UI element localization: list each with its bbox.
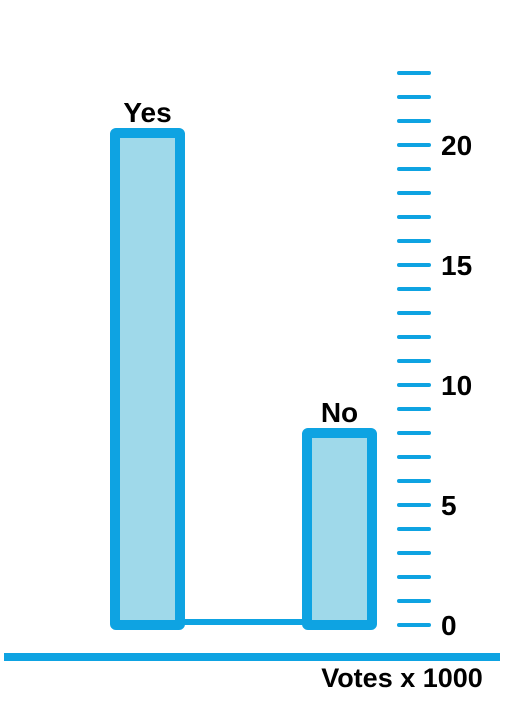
bar-yes (110, 128, 185, 630)
y-axis-ticks: 0 5 10 15 20 (397, 71, 472, 641)
y-tick-label: 10 (441, 370, 472, 401)
bar-label-no: No (321, 397, 358, 428)
bar-baseline (115, 619, 372, 625)
x-axis-label: Votes x 1000 (321, 663, 483, 693)
bar-no (302, 428, 377, 630)
y-tick-label: 20 (441, 130, 472, 161)
y-tick-label: 5 (441, 490, 457, 521)
bars (110, 128, 377, 630)
y-tick-label: 15 (441, 250, 472, 281)
y-tick-label: 0 (441, 610, 457, 641)
bar-label-yes: Yes (123, 97, 171, 128)
bar-labels: Yes No (123, 97, 358, 428)
